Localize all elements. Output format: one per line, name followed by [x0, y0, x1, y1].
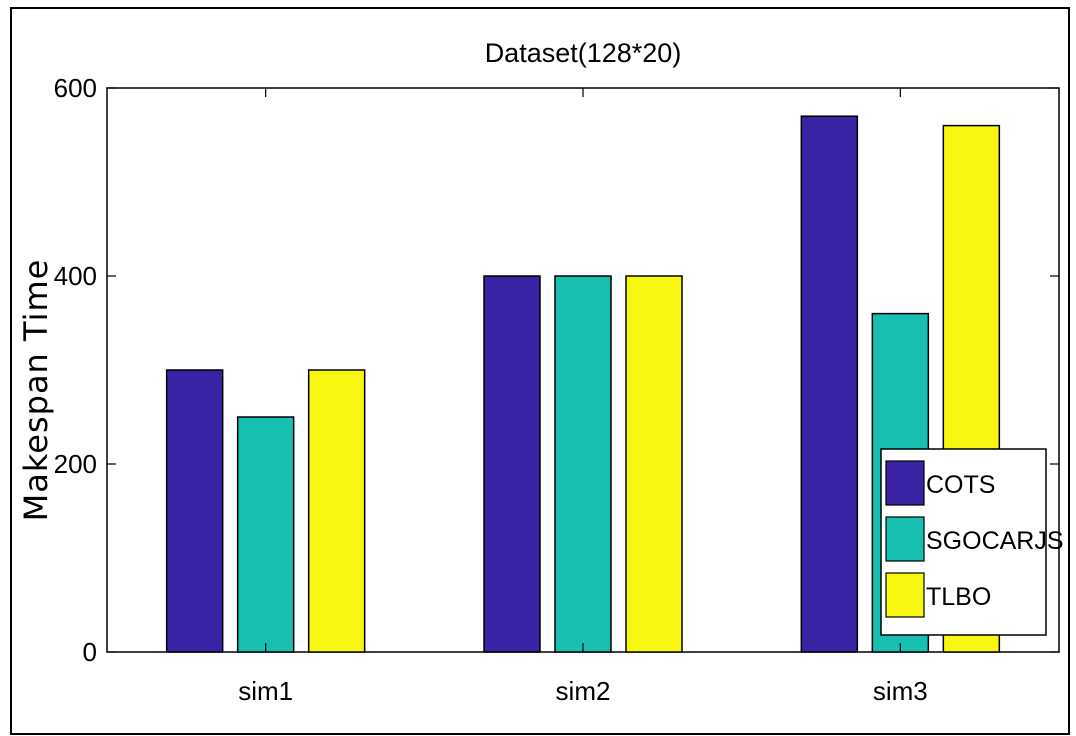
- bar-cots-sim3: [800, 115, 859, 653]
- legend-label-tlbo: TLBO: [926, 583, 991, 611]
- chart-title: Dataset(128*20): [485, 38, 682, 68]
- x-tick-label-sim1: sim1: [238, 676, 293, 706]
- y-tick-label: 200: [54, 449, 97, 479]
- y-tick-label: 600: [54, 73, 97, 103]
- legend-swatch-tlbo: [885, 572, 925, 618]
- bars-group: [165, 115, 1001, 653]
- y-axis-label: Makespan Time: [17, 259, 55, 522]
- legend-label-cots: COTS: [926, 471, 995, 499]
- legend-swatch-cots: [885, 460, 925, 506]
- bar-sgocarjs-sim1: [236, 416, 295, 653]
- ticks-group: 0 200 400 600 sim1 sim2 sim3: [54, 73, 1059, 706]
- bar-cots-sim1: [165, 369, 224, 653]
- legend-label-sgocarjs: SGOCARJS: [926, 527, 1064, 555]
- legend: COTS SGOCARJS TLBO: [880, 448, 1064, 636]
- bar-tlbo-sim1: [307, 369, 366, 653]
- x-tick-label-sim3: sim3: [873, 676, 928, 706]
- x-tick-label-sim2: sim2: [556, 676, 611, 706]
- y-tick-label: 400: [54, 261, 97, 291]
- bar-cots-sim2: [483, 275, 541, 653]
- y-tick-label: 0: [83, 637, 97, 667]
- bar-sgocarjs-sim2: [554, 275, 612, 653]
- bar-tlbo-sim2: [625, 275, 683, 653]
- legend-swatch-sgocarjs: [885, 516, 925, 562]
